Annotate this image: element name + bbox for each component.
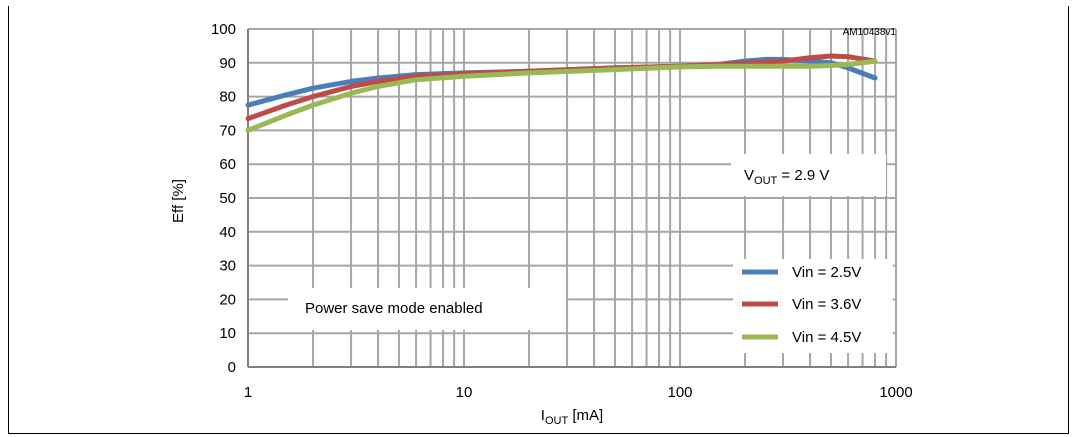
y-tick-label: 0: [228, 359, 236, 376]
x-tick-label: 100: [667, 384, 692, 401]
y-tick-label: 70: [219, 122, 236, 139]
y-tick-label: 60: [219, 156, 236, 173]
x-tick-label: 10: [456, 384, 473, 401]
y-tick-label: 10: [219, 325, 236, 342]
vout-sub: OUT: [754, 175, 778, 187]
vout-text: VOUT = 2.9 V: [744, 167, 829, 187]
y-tick-label: 80: [219, 89, 236, 106]
x-tick-label: 1: [244, 384, 252, 401]
y-tick-label: 90: [219, 55, 236, 72]
vout-annotation: VOUT = 2.9 V: [731, 154, 886, 196]
legend-label: Vin = 2.5V: [792, 264, 861, 281]
vout-box: [731, 154, 886, 196]
series-line: [245, 58, 878, 133]
y-tick-label: 100: [211, 21, 236, 38]
x-tick-labels: 1 10 100 1000: [244, 384, 913, 401]
mode-text: Power save mode enabled: [305, 300, 483, 317]
top-edge: [0, 0, 1080, 6]
y-axis-label: Eff [%]: [170, 179, 187, 223]
legend-label: Vin = 4.5V: [792, 329, 861, 346]
y-tick-label: 20: [219, 291, 236, 308]
y-tick-label: 40: [219, 224, 236, 241]
x-axis-label-sub: OUT: [545, 415, 569, 427]
legend: Vin = 2.5V Vin = 3.6V Vin = 4.5V: [733, 259, 893, 353]
x-tick-label: 1000: [879, 384, 912, 401]
x-axis-label-main: I: [541, 407, 545, 424]
y-tick-label: 50: [219, 190, 236, 207]
figure-code: AM10438v1: [843, 27, 897, 38]
series-lines: [245, 53, 878, 133]
mode-annotation: Power save mode enabled: [288, 288, 566, 330]
x-axis-label-unit: [mA]: [568, 407, 603, 424]
mode-box: [288, 288, 566, 330]
x-axis-label: IOUT [mA]: [541, 407, 603, 427]
legend-label: Vin = 3.6V: [792, 296, 861, 313]
vout-main: V: [744, 167, 754, 184]
y-tick-label: 30: [219, 258, 236, 275]
vout-rest: = 2.9 V: [777, 167, 829, 184]
y-tick-labels: 0 10 20 30 40 50 60 70 80 90 100: [211, 21, 236, 376]
